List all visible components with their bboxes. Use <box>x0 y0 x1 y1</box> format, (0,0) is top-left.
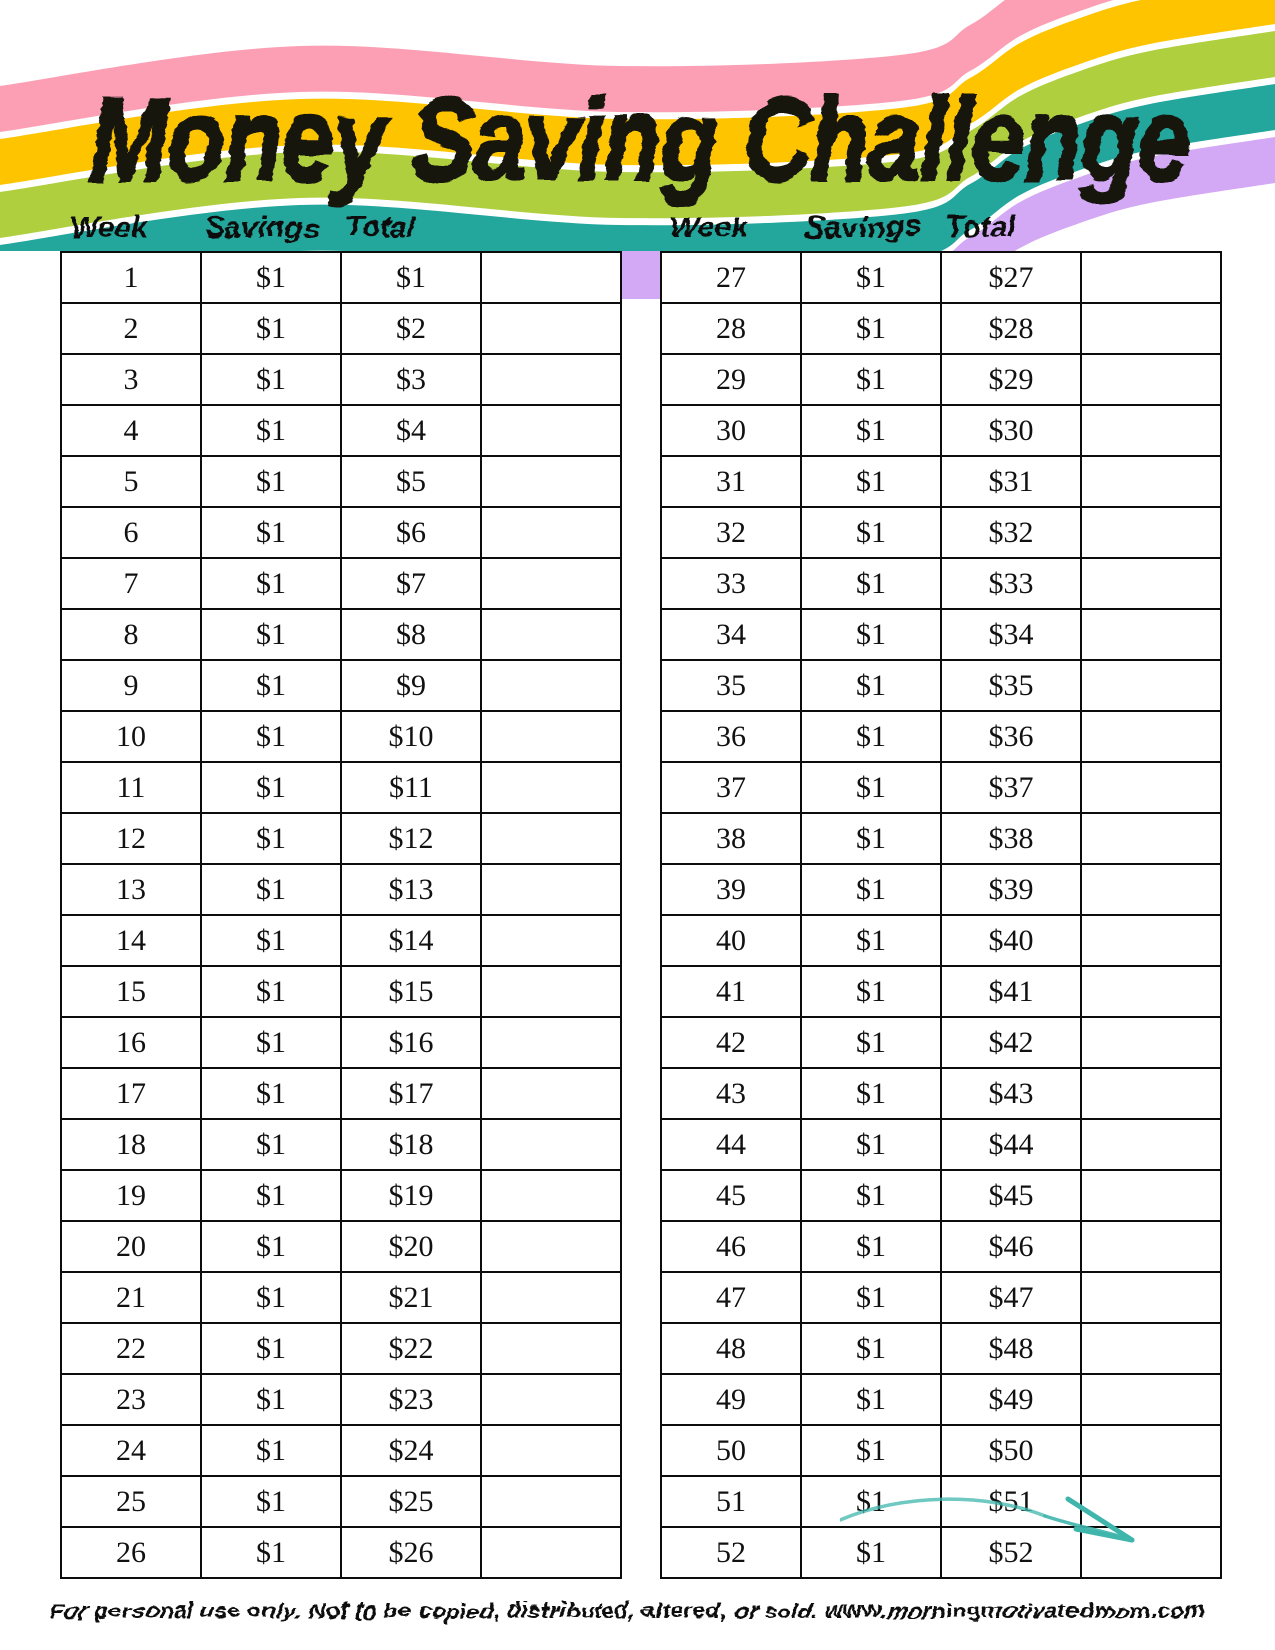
svg-text:Savings: Savings <box>805 211 920 244</box>
svg-text:For personal use only. Not to: For personal use only. Not to be copied,… <box>50 1600 1205 1623</box>
svg-text:Savings: Savings <box>205 211 320 244</box>
svg-text:Total: Total <box>345 211 416 244</box>
svg-text:Total: Total <box>945 211 1016 244</box>
svg-text:Money Saving Challenge: Money Saving Challenge <box>90 74 1190 206</box>
svg-text:Week: Week <box>670 211 749 244</box>
svg-text:Week: Week <box>70 211 149 244</box>
